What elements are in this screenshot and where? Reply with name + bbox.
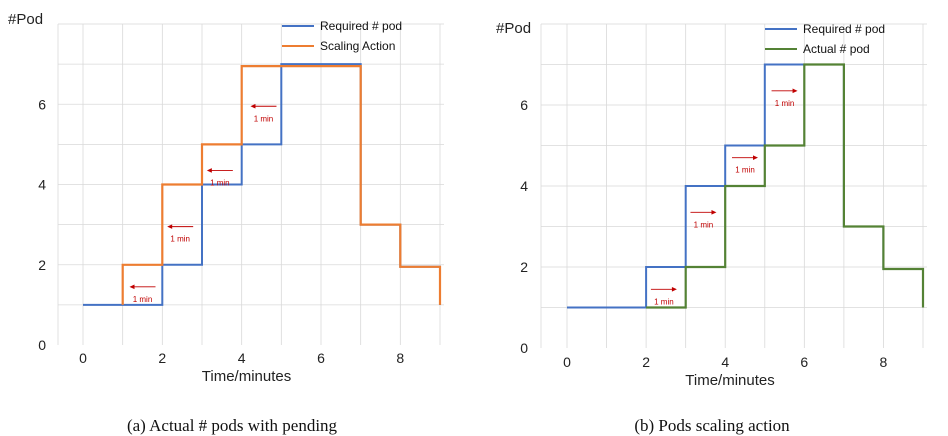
x-tick-label: 2 <box>158 350 166 366</box>
y-tick-label: 2 <box>38 257 46 273</box>
caption-b: (b) Pods scaling action <box>634 416 790 435</box>
x-tick-label: 4 <box>238 350 246 366</box>
x-tick-label: 4 <box>721 354 729 370</box>
legend-label: Required # pod <box>320 19 402 33</box>
y-axis-label: #Pod <box>8 11 43 28</box>
x-tick-label: 0 <box>563 354 571 370</box>
y-tick-label: 4 <box>38 177 46 193</box>
annotation-arrowhead <box>792 88 798 94</box>
annotation-arrowhead <box>167 224 173 229</box>
series-line-2 <box>121 64 442 305</box>
x-axis-label: Time/minutes <box>202 368 291 385</box>
annotation-arrowhead <box>671 286 677 292</box>
x-tick-label: 8 <box>396 350 404 366</box>
panel-a: (a) Actual # pods with pending #Pod Time/… <box>8 11 444 435</box>
annotation-arrowhead <box>129 284 135 290</box>
annotation-label: 1 min <box>654 297 674 306</box>
panel-b: (b) Pods scaling action #Pod Time/minutes… <box>496 20 927 435</box>
legend-label: Scaling Action <box>320 39 395 53</box>
y-tick-label: 6 <box>520 97 528 113</box>
y-tick-label: 2 <box>520 259 528 275</box>
annotation-label: 1 min <box>735 166 755 175</box>
x-tick-label: 0 <box>79 350 87 366</box>
y-tick-label: 0 <box>38 337 46 353</box>
annotation-label: 1 min <box>775 99 795 108</box>
annotation-arrowhead <box>753 155 758 160</box>
x-tick-label: 8 <box>880 354 888 370</box>
y-tick-label: 4 <box>520 178 528 194</box>
x-tick-label: 6 <box>317 350 325 366</box>
annotation-arrowhead <box>206 168 212 173</box>
y-tick-label: 6 <box>38 96 46 112</box>
annotation-arrowhead <box>250 103 256 109</box>
annotation-label: 1 min <box>254 114 274 123</box>
x-tick-label: 2 <box>642 354 650 370</box>
annotation-label: 1 min <box>133 295 153 304</box>
annotation-label: 1 min <box>170 235 190 244</box>
x-tick-label: 6 <box>800 354 808 370</box>
y-tick-label: 0 <box>520 340 528 356</box>
series-line-2 <box>646 63 925 309</box>
caption-a: (a) Actual # pods with pending <box>127 416 338 435</box>
legend-label: Actual # pod <box>803 42 870 56</box>
legend-label: Required # pod <box>803 22 885 36</box>
x-axis-label: Time/minutes <box>685 372 774 389</box>
annotation-label: 1 min <box>210 178 230 187</box>
y-axis-label: #Pod <box>496 20 531 37</box>
annotation-label: 1 min <box>694 220 714 229</box>
annotation-arrowhead <box>711 210 717 215</box>
